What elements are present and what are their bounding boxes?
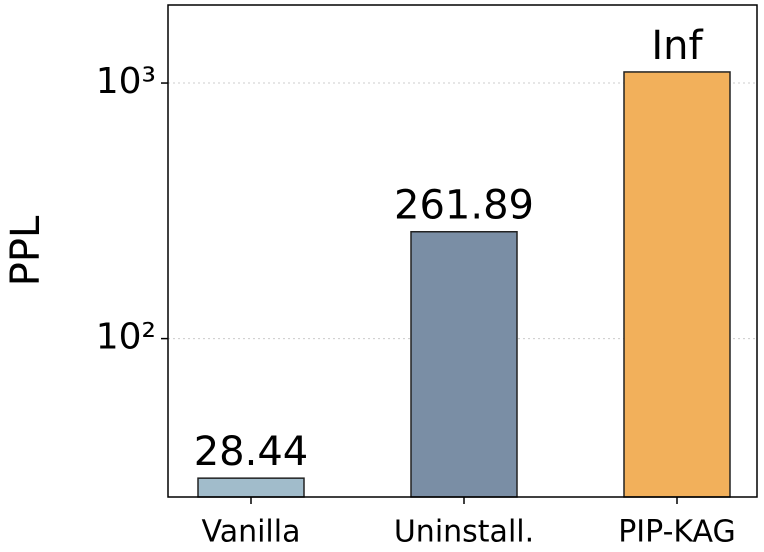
plot-frame xyxy=(167,4,758,498)
value-label: 28.44 xyxy=(194,429,309,475)
x-tick-label: Vanilla xyxy=(202,515,301,550)
value-label: Inf xyxy=(651,23,703,69)
x-tick-label: Uninstall. xyxy=(394,515,534,550)
y-tick-label: 10² xyxy=(96,317,156,358)
y-axis-label: PPL xyxy=(3,215,49,286)
value-label: 261.89 xyxy=(394,183,534,229)
bar xyxy=(623,71,731,498)
x-tick-label: PIP-KAG xyxy=(618,515,736,550)
bar xyxy=(197,477,305,498)
y-tick-label: 10³ xyxy=(96,61,156,102)
bar xyxy=(410,230,518,498)
